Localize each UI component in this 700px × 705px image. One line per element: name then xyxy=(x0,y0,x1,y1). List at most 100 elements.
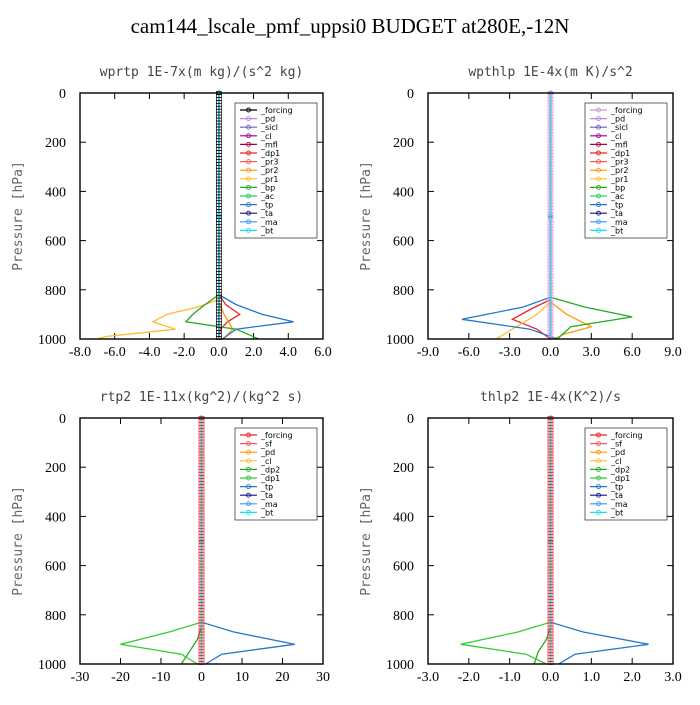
x-tick-label: -6.0 xyxy=(104,345,126,360)
legend-marker xyxy=(246,176,251,182)
legend-marker xyxy=(246,449,251,455)
legend-entry: _bt xyxy=(260,226,273,235)
plot-frame xyxy=(79,92,324,340)
x-tick-label: 0.0 xyxy=(542,670,560,685)
legend-entry: _tp xyxy=(260,483,273,492)
chart-panel-4: thlp2 1E-4x(K^2)/s Pressure [hPa] -3.0 -2.0… xyxy=(359,390,682,685)
legend-marker xyxy=(246,124,251,130)
legend-entry: _forcing xyxy=(610,106,643,115)
legend-marker xyxy=(596,484,601,490)
chart-title: rtp2 1E-11x(kg^2)/(kg^2 s) xyxy=(100,390,304,405)
y-tick-label: 400 xyxy=(393,185,414,200)
y-tick-label: 800 xyxy=(45,284,66,299)
legend-marker xyxy=(596,141,601,147)
legend-entry: _bp xyxy=(260,183,275,192)
chart-title: thlp2 1E-4x(K^2)/s xyxy=(480,390,621,405)
legend-marker xyxy=(596,193,601,199)
y-tick-label: 1000 xyxy=(38,333,66,348)
y-tick-label: 800 xyxy=(45,609,66,624)
legend-entry: _pr3 xyxy=(610,158,628,167)
legend-marker xyxy=(596,441,601,447)
legend-entry: _ta xyxy=(260,491,273,500)
legend-marker xyxy=(596,475,601,481)
legend-entry: _cl xyxy=(260,132,272,141)
legend-entry: _tp xyxy=(260,201,273,210)
x-tick-label: 6.0 xyxy=(623,345,641,360)
y-axis-label: Pressure [hPa] xyxy=(11,486,26,596)
x-tick-label: -30 xyxy=(71,670,90,685)
chart-panel-1: wprtp 1E-7x(m kg)/(s^2 kg) Pressure [hPa]… xyxy=(11,65,332,360)
legend-marker xyxy=(596,107,601,113)
x-tick-label: 0.0 xyxy=(210,345,228,360)
legend-entry: _dp2 xyxy=(610,465,630,474)
legend-entry: _forcing xyxy=(260,431,293,440)
plot-frame xyxy=(427,92,674,340)
legend-entry: _mfl xyxy=(610,140,628,149)
legend-marker xyxy=(246,484,251,490)
legend-entry: _ac xyxy=(260,192,274,201)
legend-entry: _pd xyxy=(260,448,275,457)
legend-entry: _ta xyxy=(260,209,273,218)
y-tick-label: 600 xyxy=(393,235,414,250)
legend-marker xyxy=(246,492,251,498)
legend-marker xyxy=(246,501,251,507)
legend-entry: _cl xyxy=(610,457,622,466)
legend-entry: _dp1 xyxy=(260,149,280,158)
series-line-dp1 xyxy=(460,418,552,665)
x-tick-label: -20 xyxy=(111,670,130,685)
x-tick-label: 9.0 xyxy=(664,345,682,360)
legend-entry: _cl xyxy=(610,132,622,141)
y-tick-label: 200 xyxy=(45,461,66,476)
x-tick-label: 6.0 xyxy=(314,345,332,360)
x-tick-label: 20 xyxy=(276,670,290,685)
series-line-pr1 xyxy=(495,93,552,340)
legend-marker xyxy=(596,116,601,122)
legend-marker xyxy=(246,159,251,165)
legend-marker xyxy=(596,219,601,225)
y-axis-label: Pressure [hPa] xyxy=(359,486,374,596)
legend-marker xyxy=(246,458,251,464)
legend-marker xyxy=(246,466,251,472)
x-tick-label: -1.0 xyxy=(499,670,521,685)
legend-entry: _pr2 xyxy=(610,166,628,175)
legend-marker xyxy=(596,176,601,182)
y-tick-label: 1000 xyxy=(386,333,414,348)
x-tick-label: -10 xyxy=(152,670,171,685)
series-line-pr1 xyxy=(97,93,220,340)
y-tick-label: 800 xyxy=(393,609,414,624)
legend-entry: _tp xyxy=(610,483,623,492)
x-tick-label: 2.0 xyxy=(245,345,263,360)
x-tick-label: -2.0 xyxy=(458,670,480,685)
legend-marker xyxy=(246,227,251,233)
data-point xyxy=(216,213,222,219)
legend-entry: _ta xyxy=(610,209,623,218)
figure-title: cam144_lscale_pmf_uppsi0 BUDGET at280E,-… xyxy=(130,14,570,38)
legend-entry: _bt xyxy=(260,508,273,517)
legend-marker xyxy=(596,150,601,156)
y-tick-label: 0 xyxy=(59,87,66,102)
plot-frame xyxy=(427,417,674,665)
y-tick-label: 200 xyxy=(393,136,414,151)
x-tick-label: 0 xyxy=(198,670,205,685)
y-tick-label: 600 xyxy=(45,235,66,250)
y-axis-label: Pressure [hPa] xyxy=(359,161,374,271)
legend-marker xyxy=(596,509,601,515)
y-tick-label: 400 xyxy=(45,185,66,200)
legend-entry: _dp1 xyxy=(610,149,630,158)
legend-marker xyxy=(246,150,251,156)
chart-panel-3: rtp2 1E-11x(kg^2)/(kg^2 s) Pressure [hPa]… xyxy=(11,390,330,685)
legend-marker xyxy=(246,432,251,438)
legend-entry: _pd xyxy=(610,448,625,457)
x-tick-label: -3.0 xyxy=(417,670,439,685)
legend-entry: _forcing xyxy=(610,431,643,440)
legend-entry: _tp xyxy=(610,201,623,210)
legend-marker xyxy=(246,193,251,199)
chart-title: wprtp 1E-7x(m kg)/(s^2 kg) xyxy=(100,65,304,80)
legend-entry: _bt xyxy=(610,508,623,517)
legend-marker xyxy=(596,458,601,464)
legend-marker xyxy=(596,210,601,216)
legend-marker xyxy=(246,184,251,190)
legend-marker xyxy=(596,432,601,438)
plot-frame xyxy=(79,417,324,665)
